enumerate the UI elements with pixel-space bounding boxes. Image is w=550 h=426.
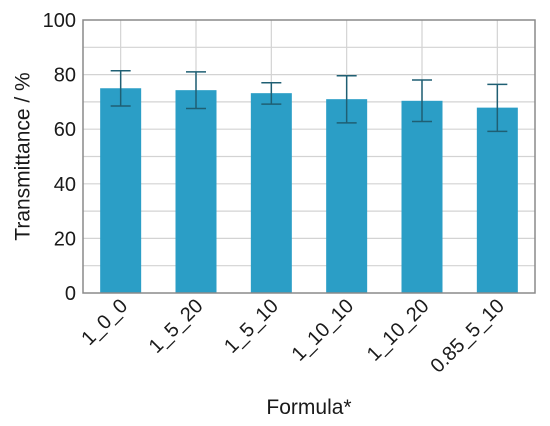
x-axis-title: Formula* [266, 396, 351, 419]
x-tick-label: 1_5_20 [145, 295, 208, 358]
bar-1_10_10 [326, 99, 368, 293]
bars [100, 88, 518, 294]
x-tick-label: 0.85_5_10 [426, 295, 508, 377]
y-axis-title: Transmittance / % [12, 72, 35, 240]
bar-1_5_10 [250, 93, 292, 293]
y-tick-label: 40 [54, 174, 76, 196]
y-tick-label: 60 [54, 119, 76, 141]
y-tick-label: 80 [54, 65, 76, 87]
x-tick-label: 1_10_20 [363, 295, 434, 366]
error-bar-1_0_0 [110, 70, 131, 107]
error-bars [110, 70, 508, 133]
x-tick-label: 1_0_0 [77, 295, 132, 350]
error-bar-1_10_20 [412, 79, 432, 123]
bar-0.85_5_10 [476, 107, 518, 294]
error-bar-1_5_10 [261, 82, 282, 105]
x-tick-labels: 1_0_0 1_5_20 1_5_10 1_10_10 1_10_200.85_5_10 [77, 295, 509, 377]
error-bar-1_10_10 [336, 74, 357, 124]
bar-1_5_20 [175, 90, 217, 293]
y-tick-labels: 0 20 40 60 80 100 [43, 10, 76, 305]
error-bar-0.85_5_10 [487, 83, 508, 133]
x-tick-label: 1_5_10 [220, 295, 283, 358]
x-tick-label: 1_10_10 [288, 295, 359, 366]
y-tick-label: 100 [43, 10, 76, 32]
y-tick-label: 20 [54, 228, 76, 250]
error-bar-1_5_20 [186, 71, 206, 110]
bar-1_10_20 [401, 100, 443, 293]
gridlines [83, 20, 535, 293]
y-tick-label: 0 [65, 283, 76, 305]
plot-frame [82, 19, 536, 294]
bar-1_0_0 [100, 88, 142, 293]
